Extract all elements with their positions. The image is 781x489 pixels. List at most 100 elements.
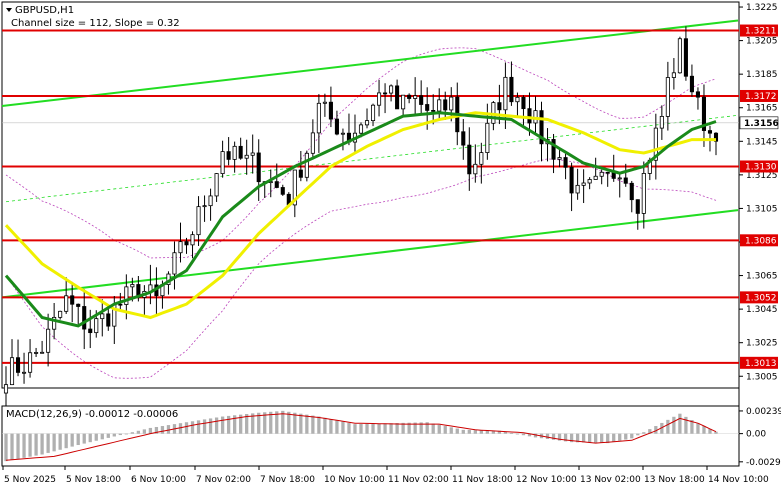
price-tick-label: 1.3205: [746, 37, 778, 47]
macd-histogram-bar: [437, 424, 441, 434]
candle-body: [557, 157, 562, 160]
price-tick-label: 1.3225: [746, 3, 778, 13]
macd-histogram-bar: [497, 430, 502, 434]
candle-body: [539, 110, 544, 145]
moving-averages: [4, 111, 717, 328]
macd-histogram-bar: [214, 417, 219, 434]
macd-histogram-bar: [431, 423, 435, 434]
candle-body: [22, 371, 27, 374]
macd-histogram-bar: [124, 433, 128, 435]
price-tick-label: 1.3045: [746, 305, 778, 315]
macd-histogram-bar: [34, 433, 38, 456]
candle-body: [449, 96, 454, 111]
macd-histogram-bar: [58, 433, 62, 450]
macd-histogram-bar: [46, 433, 50, 453]
candle-body: [232, 145, 237, 160]
candle-body: [274, 181, 279, 188]
candle-body: [364, 120, 370, 126]
candle-body: [437, 99, 442, 112]
macd-histogram-bar: [654, 426, 658, 434]
macd-histogram-bar: [485, 430, 489, 434]
candle-body: [575, 184, 580, 194]
candle-body: [82, 306, 87, 330]
macd-histogram-bar: [287, 411, 291, 434]
candle-body: [70, 295, 75, 305]
macd-histogram-bar: [527, 433, 532, 437]
macd-histogram-bar: [401, 422, 405, 434]
bollinger-upper: [5, 47, 717, 259]
candle-body: [563, 157, 568, 168]
candle-body: [220, 151, 225, 174]
macd-histogram-bar: [684, 416, 688, 434]
macd-histogram-bar: [202, 419, 207, 434]
candle-body: [485, 122, 490, 154]
candle-body: [310, 132, 315, 154]
macd-histogram-bar: [575, 433, 580, 443]
candle-body: [202, 205, 207, 208]
candle-body: [623, 177, 628, 184]
price-tick-label: 1.3025: [746, 339, 778, 349]
macd-histogram-bar: [178, 423, 183, 434]
price-tick-label: 1.3105: [746, 204, 778, 214]
macd-histogram-bar: [395, 423, 399, 434]
candle-body: [328, 101, 333, 120]
candle-body: [587, 179, 592, 184]
macd-histogram-bar: [636, 433, 640, 436]
macd-histogram-bar: [690, 420, 694, 434]
candle-body: [581, 182, 586, 186]
candle-body: [124, 286, 129, 305]
time-tick-label: 5 Nov 2025: [4, 475, 56, 485]
time-tick-label: 7 Nov 18:00: [260, 475, 315, 485]
channel-lower-line: [1, 209, 739, 299]
macd-histogram-bar: [594, 433, 598, 443]
bollinger-bands: [5, 47, 717, 379]
level-label-box: [740, 89, 778, 102]
level-label: 1.3013: [745, 359, 777, 369]
level-label: 1.3052: [745, 293, 777, 303]
macd-histogram-bar: [359, 423, 363, 434]
candle-body: [184, 241, 189, 246]
macd-histogram-bar: [226, 415, 231, 434]
candle-body: [683, 38, 688, 77]
macd-histogram-bar: [64, 433, 68, 449]
macd-histogram-bar: [184, 422, 189, 434]
time-tick-label: 12 Nov 10:00: [516, 475, 577, 485]
candle-body: [629, 182, 634, 201]
macd-histogram-bar: [130, 432, 134, 434]
macd-histogram-bar: [606, 433, 610, 444]
macd-histogram-bar: [16, 433, 20, 459]
macd-histogram-bar: [142, 429, 147, 434]
macd-label: MACD(12,26,9) -0.00012 -0.00006: [6, 409, 178, 420]
macd-histogram-bar: [160, 426, 165, 434]
candle-body: [280, 187, 285, 195]
macd-histogram-bar: [618, 433, 622, 441]
macd-histogram-bar: [407, 422, 411, 434]
macd-histogram-bar: [257, 412, 261, 434]
price-tick-label: 1.3125: [746, 171, 778, 181]
macd-histogram-bar: [305, 414, 309, 434]
macd-histogram-bar: [714, 431, 718, 434]
time-tick-label: 6 Nov 10:00: [131, 475, 186, 485]
macd-histogram-bar: [600, 433, 604, 443]
candle-body: [130, 284, 135, 288]
candle-body: [244, 154, 249, 159]
macd-histogram-bar: [166, 425, 171, 434]
macd-histogram-bar: [148, 427, 153, 434]
candle-body: [304, 152, 309, 178]
candle-body: [701, 96, 707, 131]
level-label: 1.3086: [745, 236, 777, 246]
candle-body: [425, 104, 430, 111]
candle-body: [671, 72, 676, 78]
macd-histogram-bar: [443, 426, 447, 434]
macd-histogram-bar: [323, 417, 327, 434]
candle-body: [401, 94, 406, 110]
price-tick-label: 1.3005: [746, 372, 778, 382]
candle-body: [316, 102, 321, 134]
candle-body: [605, 171, 610, 174]
macd-histogram-bar: [455, 428, 459, 434]
candle-body: [653, 127, 658, 161]
level-label-box: [740, 160, 778, 173]
level-label-box: [740, 24, 778, 37]
macd-histogram-bar: [22, 433, 26, 458]
